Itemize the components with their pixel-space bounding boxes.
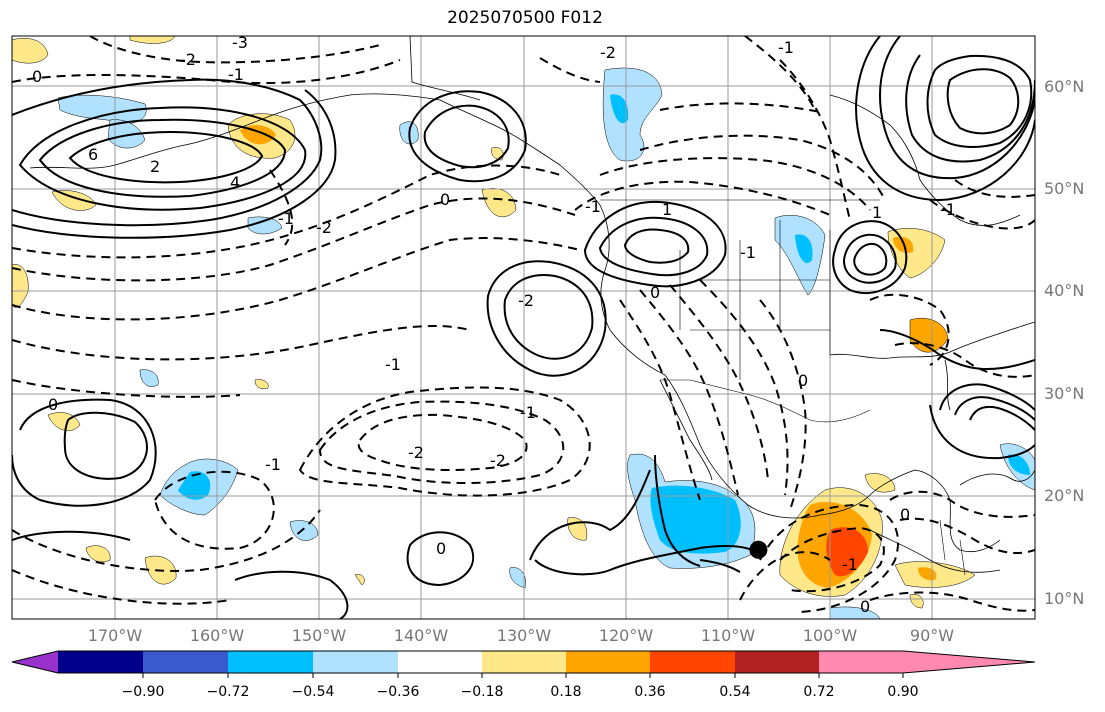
negative-anomaly-shading <box>57 67 1035 619</box>
lon-label: 90°W <box>909 626 955 645</box>
colorbar-tick-label: 0.36 <box>634 684 666 700</box>
lon-label: 160°W <box>189 626 245 645</box>
colorbar-segment <box>313 651 398 673</box>
contour-label: -1 <box>385 355 401 374</box>
colorbar-tick-label: 0.18 <box>550 684 582 700</box>
lon-label: 170°W <box>87 626 143 645</box>
contour-label: -2 <box>180 50 196 69</box>
contour-label: -1 <box>585 197 601 216</box>
contour-label: 0 <box>650 283 660 302</box>
colorbar-tick-label: −0.90 <box>121 684 165 700</box>
map-title: 2025070500 F012 <box>447 8 603 28</box>
contour-label: 0 <box>440 190 450 209</box>
contour-label: 2 <box>150 157 160 176</box>
contour-labels: -3 -2 -1 0 2 4 6 -2 -1 0 -1 -2 -2 -1 0 0… <box>32 33 956 616</box>
colorbar-segment <box>650 651 735 673</box>
lon-label: 110°W <box>700 626 756 645</box>
lat-label: 60°N <box>1044 77 1085 96</box>
contour-label: -1 <box>940 200 956 219</box>
contour-label: 1 <box>872 203 882 222</box>
colorbar-tick-label: 0.72 <box>803 684 835 700</box>
contour-label: -1 <box>278 209 294 228</box>
colorbar-segment <box>398 651 482 673</box>
contour-label: 0 <box>860 597 870 616</box>
lon-label: 120°W <box>598 626 654 645</box>
contour-label: -2 <box>600 43 616 62</box>
colorbar-segment <box>735 651 819 673</box>
contour-label: -2 <box>518 291 534 310</box>
colorbar-segment <box>228 651 313 673</box>
contour-label: -2 <box>490 451 506 470</box>
location-marker <box>749 540 768 559</box>
contour-label: -1 <box>740 243 756 262</box>
lon-label: 140°W <box>393 626 449 645</box>
contour-label: 0 <box>436 539 446 558</box>
contour-label: -1 <box>842 555 858 574</box>
lon-label: 130°W <box>496 626 552 645</box>
contour-label: 0 <box>900 505 910 524</box>
contour-label: -1 <box>520 403 536 422</box>
contour-label: 0 <box>798 371 808 390</box>
contour-label: -3 <box>232 33 248 52</box>
colorbar-segment <box>58 651 143 673</box>
colorbar-tick-label: 0.54 <box>719 684 751 700</box>
colorbar-tick-label: −0.72 <box>206 684 250 700</box>
contour-label: -2 <box>316 218 332 237</box>
colorbar-tick-label: −0.36 <box>376 684 420 700</box>
contour-label: -2 <box>408 443 424 462</box>
solid-contours <box>12 36 1035 619</box>
lon-label: 100°W <box>802 626 858 645</box>
colorbar-segment <box>566 651 650 673</box>
lat-label: 10°N <box>1044 589 1085 608</box>
colorbar-tick-label: −0.54 <box>291 684 335 700</box>
colorbar-high-extension <box>903 651 1035 673</box>
colorbar-segment <box>819 651 903 673</box>
contour-label: 0 <box>48 395 58 414</box>
colorbar-low-extension <box>12 651 58 673</box>
lat-label: 20°N <box>1044 486 1085 505</box>
dashed-contours <box>12 36 1035 613</box>
lat-label: 30°N <box>1044 384 1085 403</box>
lon-label: 150°W <box>291 626 347 645</box>
contour-label: 6 <box>88 145 98 164</box>
positive-anomaly-shading <box>12 36 976 609</box>
colorbar-tick-label: 0.90 <box>887 684 919 700</box>
contour-label: -1 <box>265 455 281 474</box>
colorbar <box>11 650 1036 678</box>
colorbar-segment <box>143 651 228 673</box>
contour-label: 0 <box>32 67 42 86</box>
lat-label: 50°N <box>1044 179 1085 198</box>
political-borders <box>600 199 966 576</box>
contour-label: -1 <box>778 38 794 57</box>
lat-label: 40°N <box>1044 281 1085 300</box>
contour-label: -1 <box>228 65 244 84</box>
contour-label: 1 <box>662 200 672 219</box>
colorbar-segment <box>482 651 566 673</box>
colorbar-tick-label: −0.18 <box>460 684 504 700</box>
contour-label: 4 <box>230 173 240 192</box>
